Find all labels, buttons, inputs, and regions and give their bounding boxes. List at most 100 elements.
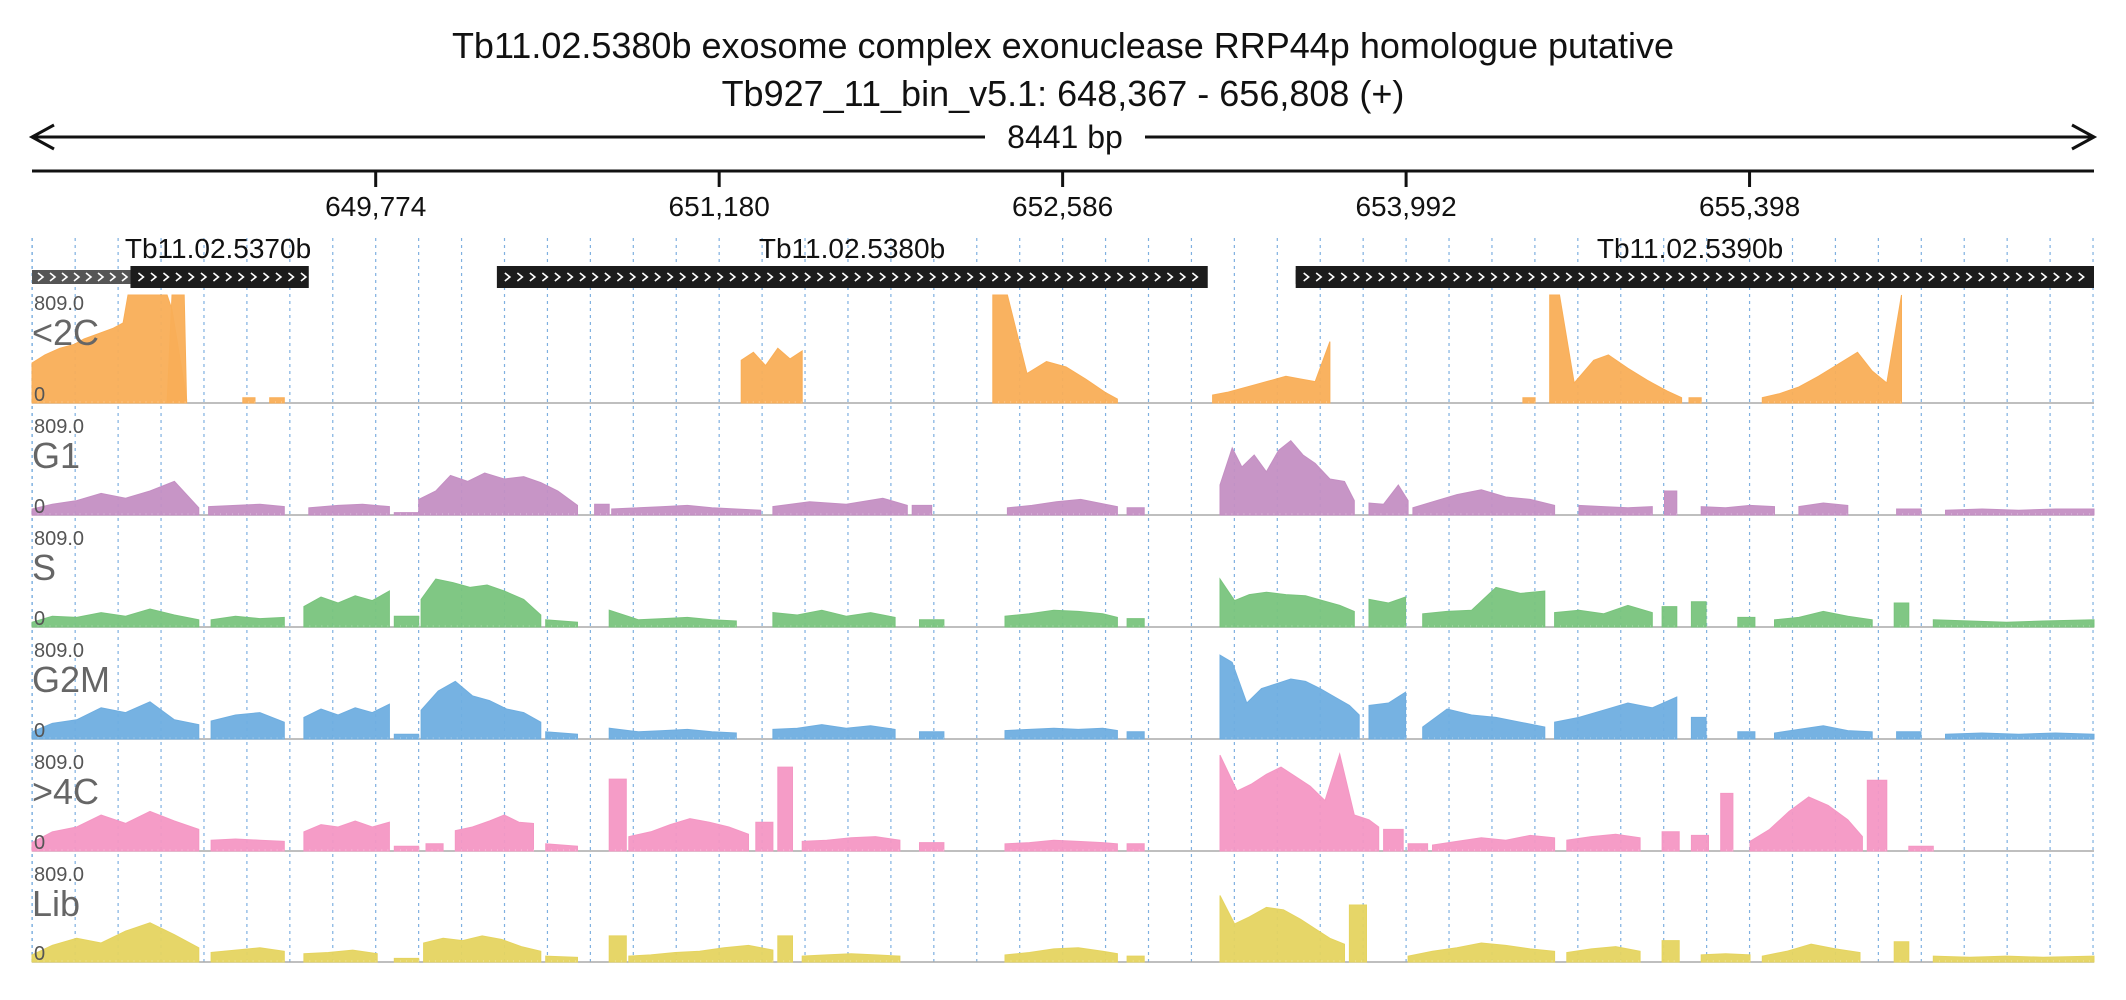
strand-arrow	[1703, 272, 1710, 282]
strand-arrow	[175, 272, 183, 282]
coverage-area	[242, 397, 256, 404]
strand-arrow	[1303, 272, 1310, 282]
strand-arrow	[1129, 272, 1137, 282]
strand-arrow	[2028, 272, 2035, 282]
strand-arrow	[1503, 272, 1510, 282]
strand-arrow	[804, 272, 812, 282]
gene-feature[interactable]: Tb11.02.5390b	[1295, 233, 2094, 288]
strand-arrow	[1753, 272, 1760, 282]
coverage-area	[1798, 502, 1849, 516]
coverage-area	[1348, 904, 1367, 963]
strand-arrow	[1790, 272, 1798, 282]
coverage-area	[1661, 940, 1680, 963]
strand-arrow	[1565, 272, 1573, 282]
gene-feature[interactable]: Tb11.02.5380b	[496, 233, 1208, 288]
coverage-area	[420, 680, 542, 740]
coverage-area	[1737, 731, 1756, 740]
coverage-area	[31, 480, 200, 516]
coverage-area	[1126, 507, 1145, 516]
strand-arrow	[854, 272, 862, 282]
strand-arrow	[754, 272, 762, 282]
axis-tick-label: 649,774	[325, 191, 426, 222]
span-indicator: 8441 bp	[28, 119, 2098, 155]
track-name-label: Lib	[32, 883, 80, 924]
strand-arrow	[300, 272, 308, 282]
strand-arrow	[654, 272, 662, 282]
gene-label: Tb11.02.5390b	[1597, 233, 1783, 264]
gene-track: Tb11.02.5370b Tb11.02.5380b Tb11.02.5390b	[32, 233, 2094, 288]
coverage-area	[303, 590, 390, 628]
strand-arrow	[954, 272, 962, 282]
gene-feature[interactable]: Tb11.02.5370b	[32, 233, 311, 288]
axis-tick-label: 652,586	[1012, 191, 1113, 222]
coverage-area	[1690, 601, 1707, 628]
strand-arrow	[2078, 272, 2085, 282]
strand-arrow	[791, 272, 799, 282]
coverage-area	[777, 766, 793, 852]
coverage-area	[1422, 586, 1546, 628]
strand-arrow	[1778, 272, 1785, 282]
strand-arrow	[1041, 272, 1049, 282]
coverage-area	[1566, 833, 1641, 852]
coverage-area	[772, 497, 908, 516]
strand-arrow	[61, 272, 69, 282]
coverage-area	[31, 810, 200, 852]
span-arrow-left	[28, 123, 55, 151]
coverage-area	[545, 955, 578, 963]
strand-arrow	[1116, 272, 1124, 282]
strand-arrow	[1965, 272, 1973, 282]
strand-arrow	[816, 272, 824, 282]
strand-arrow	[1953, 272, 1960, 282]
coverage-area	[269, 397, 285, 404]
coverage-area	[801, 953, 901, 963]
strand-arrow	[162, 272, 170, 282]
grid-lines	[31, 238, 2094, 962]
coverage-area	[628, 944, 774, 963]
strand-arrow	[275, 272, 283, 282]
strand-arrow	[516, 272, 524, 282]
strand-arrow	[1578, 272, 1585, 282]
strand-arrow	[616, 272, 624, 282]
strand-arrow	[1415, 272, 1423, 282]
coverage-area	[1749, 796, 1863, 852]
coverage-area	[755, 821, 774, 852]
strand-arrow	[37, 272, 45, 282]
strand-arrow	[1353, 272, 1360, 282]
strand-arrow	[1678, 272, 1685, 282]
strand-arrow	[904, 272, 912, 282]
strand-arrow	[1490, 272, 1498, 282]
coverage-area	[1737, 616, 1756, 628]
strand-arrow	[691, 272, 699, 282]
chart-title: Tb11.02.5380b exosome complex exonucleas…	[452, 25, 1674, 66]
coverage-area	[1554, 604, 1653, 628]
strand-arrow	[1803, 272, 1810, 282]
strand-arrow	[1166, 272, 1174, 282]
coverage-area	[393, 845, 420, 852]
strand-arrow	[1315, 272, 1323, 282]
strand-arrow	[1004, 272, 1012, 282]
strand-arrow	[1665, 272, 1673, 282]
strand-arrow	[729, 272, 737, 282]
span-label: 8441 bp	[1007, 119, 1123, 155]
strand-arrow	[1990, 272, 1998, 282]
coverage-area	[1004, 839, 1118, 852]
coverage-area	[31, 922, 200, 963]
coverage-area	[418, 472, 578, 516]
coverage-area	[1219, 752, 1380, 852]
strand-arrow	[1715, 272, 1723, 282]
strand-arrow	[1328, 272, 1335, 282]
coverage-area	[1004, 727, 1118, 740]
coverage-area	[608, 609, 737, 628]
strand-arrow	[2053, 272, 2060, 282]
strand-arrow	[1478, 272, 1485, 282]
strand-arrow	[1016, 272, 1024, 282]
coverage-area	[772, 609, 896, 628]
strand-arrow	[121, 272, 129, 282]
coverage-area	[1407, 942, 1556, 963]
coverage-area	[777, 935, 793, 963]
coverage-area	[919, 731, 945, 740]
coverage-tracks: 809.0<2C0809.0G10809.0S0809.0G2M0809.0>4…	[31, 293, 2095, 965]
coverage-area	[1006, 498, 1118, 516]
strand-arrow	[1690, 272, 1698, 282]
strand-arrow	[1390, 272, 1398, 282]
